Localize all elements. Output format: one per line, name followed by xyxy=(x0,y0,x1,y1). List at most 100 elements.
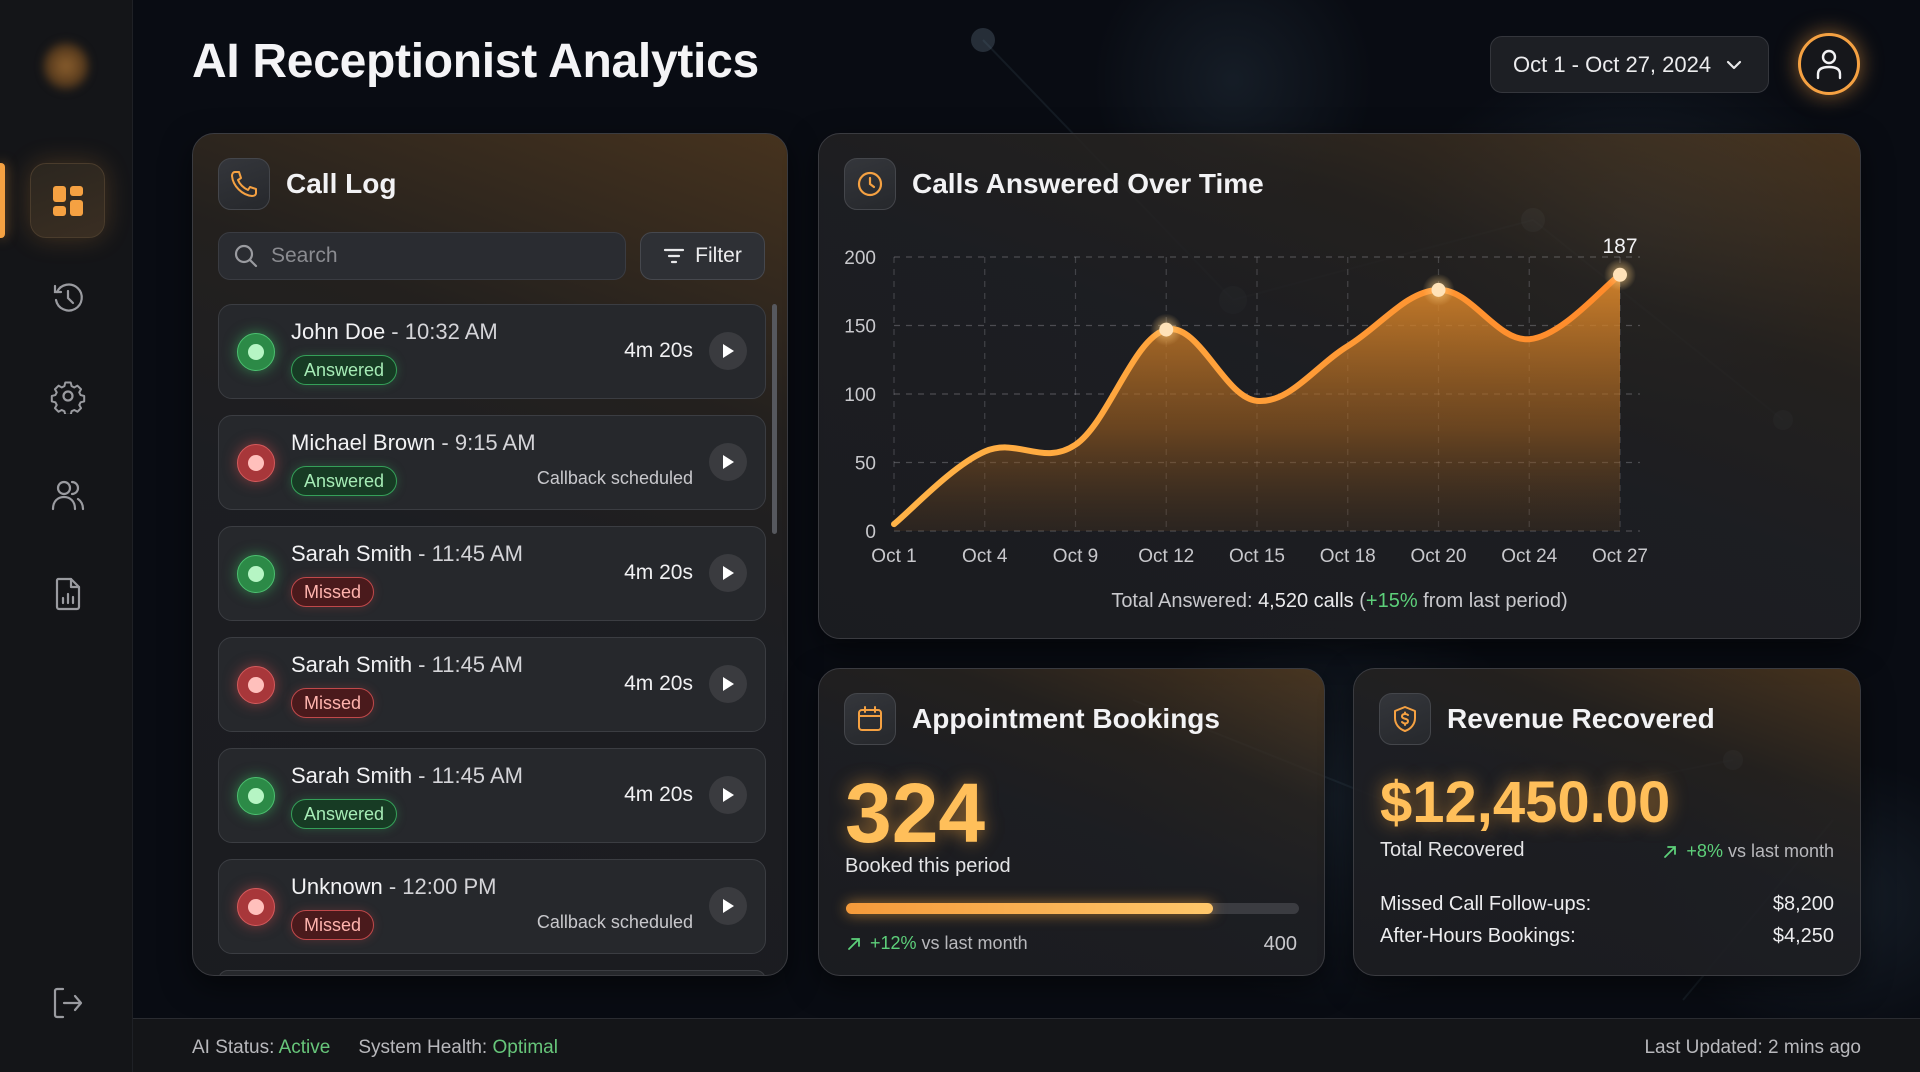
svg-text:100: 100 xyxy=(844,385,876,406)
history-icon xyxy=(53,282,83,312)
svg-text:Oct 1: Oct 1 xyxy=(871,546,916,567)
svg-text:Oct 24: Oct 24 xyxy=(1501,546,1557,567)
trend-up-icon xyxy=(1664,845,1677,858)
call-list-item-partial[interactable] xyxy=(218,970,766,975)
chart-header: Calls Answered Over Time xyxy=(844,158,1264,210)
summary-label: Total Answered: xyxy=(1111,590,1259,612)
call-log-title: Call Log xyxy=(286,168,397,199)
status-badge: Missed xyxy=(291,688,375,718)
sidebar-item-dashboard[interactable] xyxy=(30,163,105,238)
status-badge: Missed xyxy=(291,577,375,607)
call-list-scrollbar[interactable] xyxy=(772,304,777,534)
phone-icon-tile xyxy=(218,158,270,210)
caller-line: John Doe - 10:32 AM xyxy=(291,319,498,344)
caller-line: Sarah Smith - 11:45 AM xyxy=(291,763,523,788)
caller-line: Sarah Smith - 11:45 AM xyxy=(291,652,523,677)
svg-text:Oct 9: Oct 9 xyxy=(1053,546,1098,567)
svg-text:50: 50 xyxy=(855,454,876,475)
play-recording-button[interactable] xyxy=(709,554,747,592)
svg-text:Oct 12: Oct 12 xyxy=(1138,546,1194,567)
bookings-title: Appointment Bookings xyxy=(912,703,1220,734)
search-field[interactable] xyxy=(218,232,626,280)
revenue-title: Revenue Recovered xyxy=(1447,703,1715,734)
clock-icon-tile xyxy=(844,158,896,210)
ai-status-value: Active xyxy=(278,1037,331,1058)
svg-text:0: 0 xyxy=(865,522,876,543)
caller-name: Sarah Smith xyxy=(291,541,413,566)
sidebar-item-history[interactable] xyxy=(30,260,105,335)
call-list-item[interactable]: Sarah Smith - 11:45 AM Missed 4m 20s xyxy=(218,637,766,732)
call-list-item[interactable]: John Doe - 10:32 AM Answered 4m 20s xyxy=(218,304,766,399)
status-indicator-dot xyxy=(237,333,275,371)
phone-icon xyxy=(231,171,257,197)
filter-icon xyxy=(664,248,685,264)
bookings-change-suffix: vs last month xyxy=(916,933,1028,953)
play-recording-button[interactable] xyxy=(709,887,747,925)
bookings-header: Appointment Bookings xyxy=(844,693,1220,745)
call-time: 11:45 AM xyxy=(431,763,523,788)
bookings-trend: +12% vs last month xyxy=(846,933,1028,954)
sidebar-item-settings[interactable] xyxy=(30,358,105,433)
calls-chart-panel: Calls Answered Over Time 0 50 100 150 200 Oc… xyxy=(818,133,1861,639)
call-log-panel: Call Log Filter John Doe - 10:32 AM Answ… xyxy=(192,133,788,976)
y-axis-ticks: 0 50 100 150 200 xyxy=(844,248,876,543)
date-range-picker[interactable]: Oct 1 - Oct 27, 2024 xyxy=(1490,36,1769,93)
caller-name: John Doe xyxy=(291,319,386,344)
status-badge: Missed xyxy=(291,910,375,940)
play-icon xyxy=(723,899,734,913)
caller-name: Sarah Smith xyxy=(291,763,413,788)
caller-line: Sarah Smith - 11:45 AM xyxy=(291,541,523,566)
caller-name: Unknown xyxy=(291,874,383,899)
logout-button[interactable] xyxy=(30,965,105,1040)
play-icon xyxy=(723,788,734,802)
call-list-item[interactable]: Unknown - 12:00 PM Missed Callback sched… xyxy=(218,859,766,954)
area-line xyxy=(891,271,1623,528)
chevron-down-icon xyxy=(1727,60,1742,69)
breakdown-row: After-Hours Bookings: $4,250 xyxy=(1380,925,1834,948)
status-indicator-dot xyxy=(237,666,275,704)
user-avatar-button[interactable] xyxy=(1798,33,1860,95)
call-time: 12:00 PM xyxy=(402,874,497,899)
play-icon xyxy=(723,455,734,469)
last-updated: Last Updated: 2 mins ago xyxy=(1644,1037,1861,1058)
status-badge: Answered xyxy=(291,355,398,385)
sidebar xyxy=(0,0,133,1072)
call-time: 11:45 AM xyxy=(431,652,523,677)
user-icon xyxy=(1816,49,1842,80)
filter-label: Filter xyxy=(695,244,742,267)
revenue-trend: +8% vs last month xyxy=(1662,841,1834,862)
caller-line: Unknown - 12:00 PM xyxy=(291,874,497,899)
shield-dollar-icon xyxy=(1394,706,1416,732)
shield-dollar-icon-tile xyxy=(1379,693,1431,745)
bookings-target: 400 xyxy=(1263,933,1297,955)
search-input[interactable] xyxy=(271,244,611,268)
call-list-item[interactable]: Sarah Smith - 11:45 AM Missed 4m 20s xyxy=(218,526,766,621)
bookings-progress-fill xyxy=(846,903,1213,914)
system-status: AI Status: Active System Health: Optimal xyxy=(192,1037,558,1059)
appointment-bookings-panel: Appointment Bookings 324 Booked this per… xyxy=(818,668,1325,976)
play-recording-button[interactable] xyxy=(709,776,747,814)
play-icon xyxy=(723,566,734,580)
call-list-item[interactable]: Sarah Smith - 11:45 AM Answered 4m 20s xyxy=(218,748,766,843)
callback-note: Callback scheduled xyxy=(536,912,693,932)
play-recording-button[interactable] xyxy=(709,665,747,703)
play-recording-button[interactable] xyxy=(709,443,747,481)
sidebar-item-users[interactable] xyxy=(30,457,105,532)
play-recording-button[interactable] xyxy=(709,332,747,370)
call-list-item[interactable]: Michael Brown - 9:15 AM Answered Callbac… xyxy=(218,415,766,510)
revenue-recovered-panel: Revenue Recovered $12,450.00 Total Recov… xyxy=(1353,668,1861,976)
svg-text:Oct 4: Oct 4 xyxy=(962,546,1008,567)
date-range-value: Oct 1 - Oct 27, 2024 xyxy=(1513,51,1712,77)
summary-total: 4,520 calls xyxy=(1258,590,1354,612)
call-duration: 4m 20s xyxy=(624,783,693,806)
call-time: 9:15 AM xyxy=(454,430,536,455)
calls-area-chart: 0 50 100 150 200 Oct 1 Oct 4 Oct 9 Oct 12 Oct 15… xyxy=(844,235,1648,567)
filter-button[interactable]: Filter xyxy=(640,232,765,280)
logo xyxy=(42,40,90,92)
page-title: AI Receptionist Analytics xyxy=(192,35,759,88)
ai-status: AI Status: Active xyxy=(192,1037,330,1059)
sidebar-item-reports[interactable] xyxy=(30,556,105,631)
revenue-change-suffix: vs last month xyxy=(1722,841,1834,861)
revenue-total: $12,450.00 xyxy=(1380,770,1671,835)
bookings-label: Booked this period xyxy=(845,855,1011,877)
